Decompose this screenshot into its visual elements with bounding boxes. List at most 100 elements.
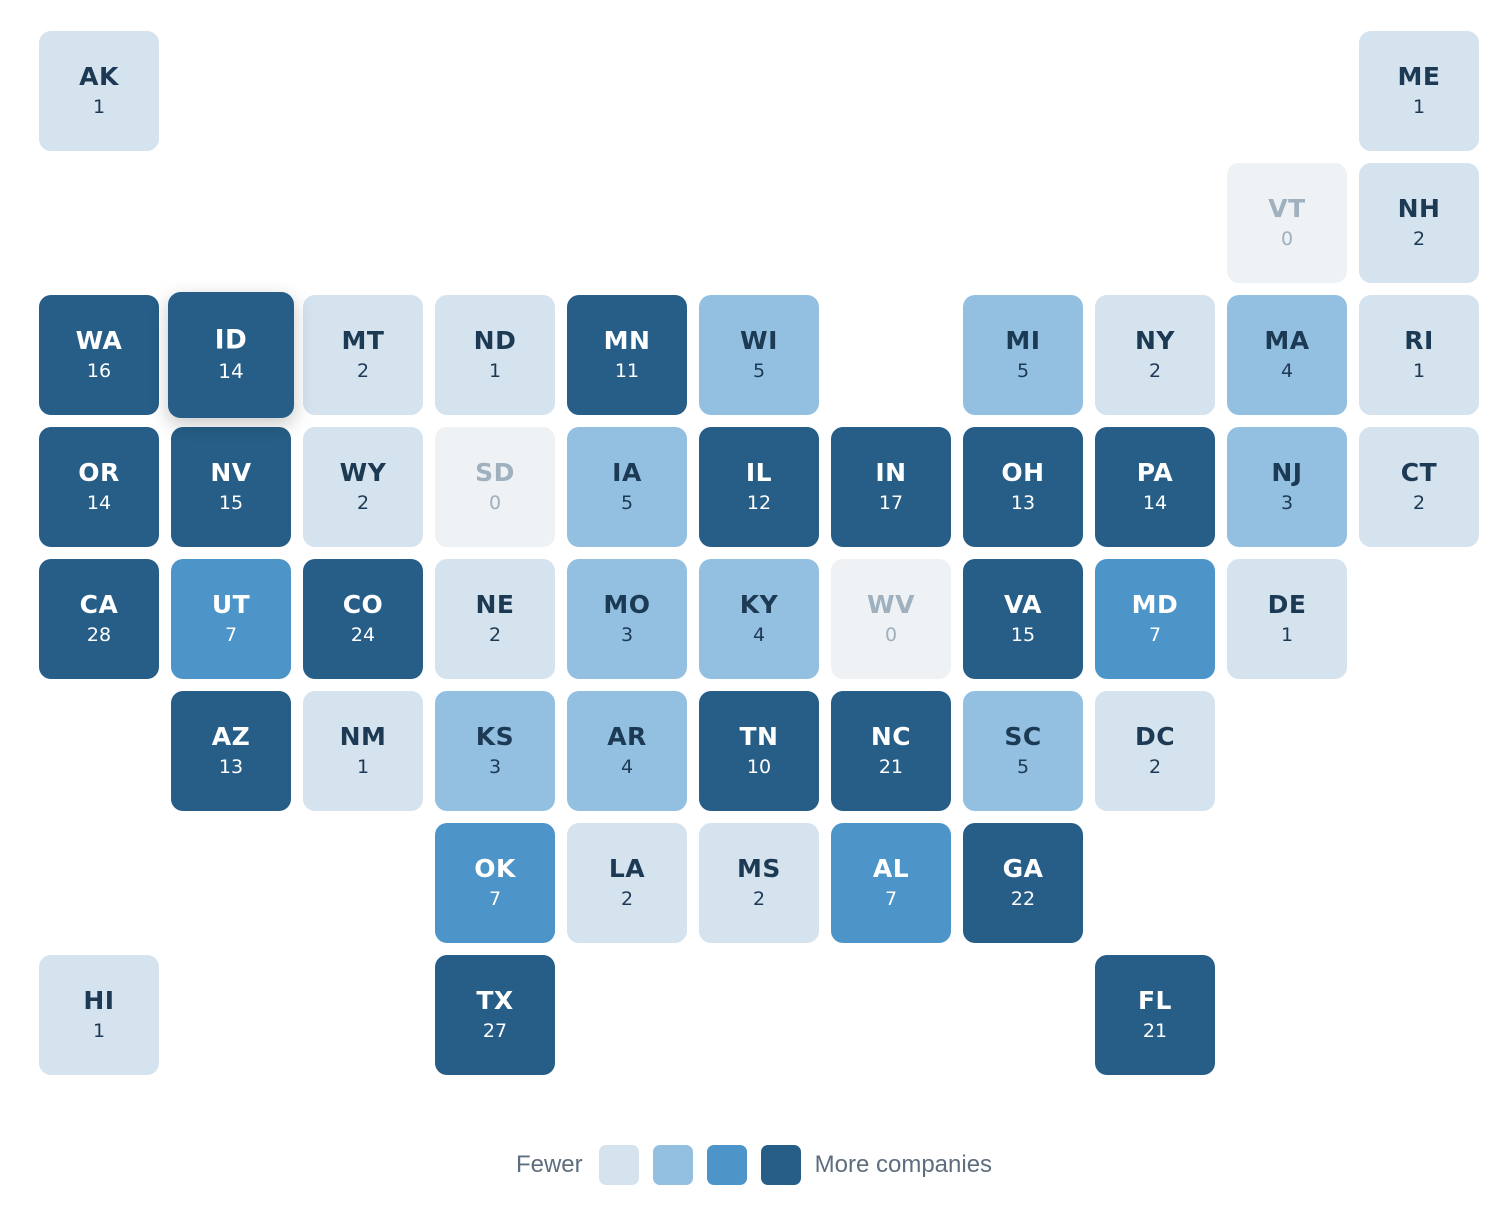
state-tile-ar[interactable]: AR 4 — [567, 691, 687, 811]
state-abbr: NV — [210, 458, 252, 487]
state-tile-sc[interactable]: SC 5 — [963, 691, 1083, 811]
state-tile-ia[interactable]: IA 5 — [567, 427, 687, 547]
state-tile-ms[interactable]: MS 2 — [699, 823, 819, 943]
state-tile-wi[interactable]: WI 5 — [699, 295, 819, 415]
state-abbr: AZ — [211, 722, 251, 751]
state-tile-oh[interactable]: OH 13 — [963, 427, 1083, 547]
company-count: 2 — [752, 888, 766, 910]
state-tile-mt[interactable]: MT 2 — [303, 295, 423, 415]
state-abbr: WA — [75, 326, 123, 355]
company-count: 22 — [1010, 888, 1036, 910]
state-tile-de[interactable]: DE 1 — [1227, 559, 1347, 679]
state-abbr: ID — [214, 324, 248, 355]
company-count: 1 — [92, 1020, 106, 1042]
company-count: 2 — [1148, 360, 1162, 382]
state-abbr: DC — [1134, 722, 1176, 751]
state-tile-il[interactable]: IL 12 — [699, 427, 819, 547]
state-tile-nc[interactable]: NC 21 — [831, 691, 951, 811]
company-count: 3 — [620, 624, 634, 646]
state-tile-ks[interactable]: KS 3 — [435, 691, 555, 811]
state-tile-me[interactable]: ME 1 — [1359, 31, 1479, 151]
company-count: 1 — [488, 360, 502, 382]
state-tile-in[interactable]: IN 17 — [831, 427, 951, 547]
state-tile-ny[interactable]: NY 2 — [1095, 295, 1215, 415]
state-abbr: MI — [1005, 326, 1041, 355]
state-tile-nj[interactable]: NJ 3 — [1227, 427, 1347, 547]
company-count: 5 — [752, 360, 766, 382]
state-tile-or[interactable]: OR 14 — [39, 427, 159, 547]
legend-swatch-1 — [598, 1145, 639, 1185]
state-tile-fl[interactable]: FL 21 — [1095, 955, 1215, 1075]
company-count: 7 — [884, 888, 898, 910]
state-tile-ri[interactable]: RI 1 — [1359, 295, 1479, 415]
company-count: 0 — [884, 624, 898, 646]
company-count: 13 — [1010, 492, 1036, 514]
state-tile-ga[interactable]: GA 22 — [963, 823, 1083, 943]
tile-grid-map: AK 1 ME 1 VT 0 NH 2 WA 16 ID 14 MT 2 ND 1 MN 11 WI 5 MI 5 NY 2 M… — [39, 31, 1479, 1075]
company-count: 5 — [1016, 360, 1030, 382]
state-tile-hi[interactable]: HI 1 — [39, 955, 159, 1075]
state-abbr: AL — [872, 854, 910, 883]
company-count: 21 — [1142, 1020, 1168, 1042]
state-tile-wv[interactable]: WV 0 — [831, 559, 951, 679]
company-count: 15 — [218, 492, 244, 514]
company-count: 0 — [1280, 228, 1294, 250]
state-abbr: NY — [1134, 326, 1176, 355]
legend-fewer-label: Fewer — [515, 1151, 583, 1178]
state-tile-nd[interactable]: ND 1 — [435, 295, 555, 415]
state-abbr: NC — [870, 722, 912, 751]
state-abbr: WI — [740, 326, 778, 355]
state-tile-wa[interactable]: WA 16 — [39, 295, 159, 415]
company-count: 1 — [1280, 624, 1294, 646]
state-abbr: IL — [745, 458, 773, 487]
state-abbr: GA — [1002, 854, 1044, 883]
state-tile-ky[interactable]: KY 4 — [699, 559, 819, 679]
state-tile-al[interactable]: AL 7 — [831, 823, 951, 943]
state-tile-la[interactable]: LA 2 — [567, 823, 687, 943]
company-count: 13 — [218, 756, 244, 778]
company-count: 1 — [92, 96, 106, 118]
state-tile-sd[interactable]: SD 0 — [435, 427, 555, 547]
state-tile-ok[interactable]: OK 7 — [435, 823, 555, 943]
state-tile-tx[interactable]: TX 27 — [435, 955, 555, 1075]
state-tile-tn[interactable]: TN 10 — [699, 691, 819, 811]
state-tile-md[interactable]: MD 7 — [1095, 559, 1215, 679]
state-tile-ct[interactable]: CT 2 — [1359, 427, 1479, 547]
state-tile-va[interactable]: VA 15 — [963, 559, 1083, 679]
state-tile-nv[interactable]: NV 15 — [171, 427, 291, 547]
state-abbr: CO — [342, 590, 384, 619]
state-tile-co[interactable]: CO 24 — [303, 559, 423, 679]
state-abbr: VT — [1268, 194, 1306, 223]
state-tile-mi[interactable]: MI 5 — [963, 295, 1083, 415]
company-count: 1 — [356, 756, 370, 778]
company-count: 2 — [1412, 492, 1426, 514]
state-tile-mo[interactable]: MO 3 — [567, 559, 687, 679]
state-abbr: ME — [1397, 62, 1441, 91]
state-tile-ca[interactable]: CA 28 — [39, 559, 159, 679]
state-abbr: HI — [83, 986, 115, 1015]
company-count: 2 — [356, 360, 370, 382]
state-tile-ma[interactable]: MA 4 — [1227, 295, 1347, 415]
company-count: 4 — [752, 624, 766, 646]
state-abbr: IN — [875, 458, 907, 487]
company-count: 24 — [350, 624, 376, 646]
state-tile-nh[interactable]: NH 2 — [1359, 163, 1479, 283]
company-count: 7 — [1148, 624, 1162, 646]
state-tile-ne[interactable]: NE 2 — [435, 559, 555, 679]
state-tile-az[interactable]: AZ 13 — [171, 691, 291, 811]
state-tile-ut[interactable]: UT 7 — [171, 559, 291, 679]
state-abbr: FL — [1137, 986, 1172, 1015]
company-count: 21 — [878, 756, 904, 778]
company-count: 5 — [620, 492, 634, 514]
state-tile-wy[interactable]: WY 2 — [303, 427, 423, 547]
state-tile-ak[interactable]: AK 1 — [39, 31, 159, 151]
state-abbr: DE — [1267, 590, 1307, 619]
state-tile-id[interactable]: ID 14 — [168, 292, 294, 418]
state-tile-vt[interactable]: VT 0 — [1227, 163, 1347, 283]
state-abbr: WV — [867, 590, 915, 619]
state-tile-nm[interactable]: NM 1 — [303, 691, 423, 811]
state-tile-pa[interactable]: PA 14 — [1095, 427, 1215, 547]
state-tile-dc[interactable]: DC 2 — [1095, 691, 1215, 811]
state-tile-mn[interactable]: MN 11 — [567, 295, 687, 415]
company-count: 15 — [1010, 624, 1036, 646]
